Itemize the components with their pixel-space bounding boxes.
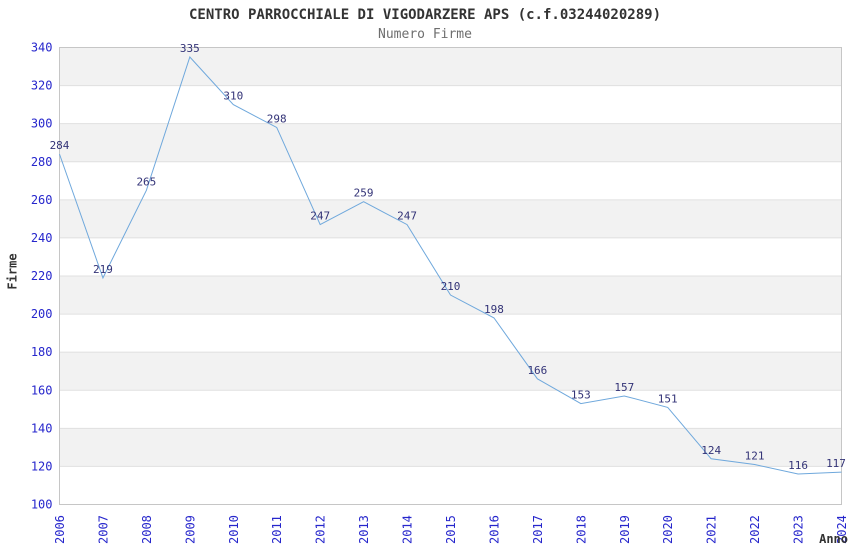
x-tick-label: 2019 [618, 515, 632, 544]
data-label: 151 [658, 392, 678, 405]
y-tick-label: 200 [31, 307, 53, 321]
x-tick-label: 2008 [140, 515, 154, 544]
x-tick-label: 2017 [531, 515, 545, 544]
x-tick-label: 2021 [705, 515, 719, 544]
x-tick-label: 2018 [574, 515, 588, 544]
data-label: 210 [441, 280, 461, 293]
x-tick-label: 2016 [487, 515, 501, 544]
data-label: 259 [354, 187, 374, 200]
data-label: 198 [484, 303, 504, 316]
data-label: 157 [614, 381, 634, 394]
plot-border [59, 47, 842, 505]
y-tick-label: 240 [31, 231, 53, 245]
data-label: 153 [571, 389, 591, 402]
y-tick-label: 100 [31, 498, 53, 512]
x-tick-label: 2007 [96, 515, 110, 544]
chart-title: CENTRO PARROCCHIALE DI VIGODARZERE APS (… [188, 7, 661, 23]
y-tick-label: 120 [31, 459, 53, 473]
plot-band [59, 47, 842, 86]
y-axis-title: Firme [5, 253, 20, 290]
x-tick-label: 2011 [270, 515, 284, 544]
data-label: 121 [745, 450, 765, 463]
x-tick-label: 2012 [314, 515, 328, 544]
data-label: 116 [788, 459, 808, 472]
x-tick-label: 2023 [792, 515, 806, 544]
x-tick-label: 2006 [53, 515, 67, 544]
data-label: 265 [136, 175, 156, 188]
y-tick-label: 300 [31, 117, 53, 131]
plot-band [59, 123, 842, 162]
data-label: 310 [223, 90, 243, 103]
y-tick-label: 260 [31, 193, 53, 207]
plot-band [59, 428, 842, 467]
data-label: 247 [310, 210, 330, 223]
x-tick-label: 2024 [835, 515, 849, 544]
x-tick-label: 2015 [444, 515, 458, 544]
x-tick-label: 2022 [748, 515, 762, 544]
x-tick-label: 2014 [401, 515, 415, 544]
data-label: 124 [701, 444, 721, 457]
y-tick-label: 180 [31, 345, 53, 359]
data-line [59, 56, 842, 475]
y-tick-label: 220 [31, 269, 53, 283]
plot-band [59, 199, 842, 238]
x-axis-title: Anno [819, 532, 848, 546]
data-label: 298 [267, 112, 287, 125]
data-label: 284 [50, 139, 70, 152]
data-label: 335 [180, 42, 200, 55]
y-tick-label: 280 [31, 155, 53, 169]
x-tick-label: 2020 [661, 515, 675, 544]
y-tick-label: 340 [31, 41, 53, 55]
data-label: 117 [826, 457, 846, 470]
plot-band [59, 352, 842, 391]
x-tick-label: 2013 [357, 515, 371, 544]
data-label: 219 [93, 263, 113, 276]
y-tick-label: 160 [31, 383, 53, 397]
y-tick-label: 140 [31, 421, 53, 435]
chart-subtitle: Numero Firme [378, 27, 472, 42]
x-tick-label: 2010 [227, 515, 241, 544]
data-label: 247 [397, 210, 417, 223]
data-label: 166 [527, 364, 547, 377]
y-tick-label: 320 [31, 79, 53, 93]
x-tick-label: 2009 [183, 515, 197, 544]
